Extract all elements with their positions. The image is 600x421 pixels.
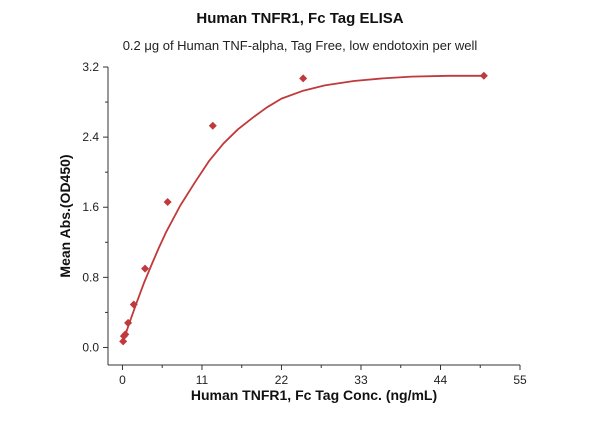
data-point (208, 121, 217, 130)
x-tick-label: 55 (513, 373, 527, 387)
chart-subtitle: 0.2 μg of Human TNF-alpha, Tag Free, low… (122, 38, 478, 53)
x-tick-label: 22 (275, 373, 289, 387)
data-point (141, 264, 150, 273)
data-point (299, 74, 308, 83)
data-point (124, 318, 133, 327)
y-axis-title: Mean Abs.(OD450) (57, 154, 73, 277)
data-point (479, 71, 488, 80)
fit-curve (121, 74, 484, 344)
y-tick-label: 2.4 (82, 130, 99, 144)
fit-curve-group (121, 74, 484, 344)
x-tick-label: 44 (434, 373, 448, 387)
data-points (119, 71, 488, 346)
chart-title: Human TNFR1, Fc Tag ELISA (196, 10, 404, 27)
y-tick-label: 0.0 (82, 340, 99, 354)
x-tick-label: 0 (119, 373, 126, 387)
y-tick-label: 0.8 (82, 270, 99, 284)
data-point (129, 300, 138, 309)
x-tick-label: 33 (354, 373, 368, 387)
data-point (163, 197, 172, 206)
data-point (121, 330, 130, 339)
x-axis-title: Human TNFR1, Fc Tag Conc. (ng/mL) (191, 387, 437, 403)
data-point (119, 337, 128, 346)
y-tick-label: 1.6 (82, 200, 99, 214)
ticks: 0 11 22 33 44 55 0.0 0.8 1.6 2.4 3.2 (82, 60, 527, 387)
axes (107, 67, 520, 366)
y-tick-label: 3.2 (82, 60, 99, 74)
x-tick-label: 11 (196, 373, 209, 387)
